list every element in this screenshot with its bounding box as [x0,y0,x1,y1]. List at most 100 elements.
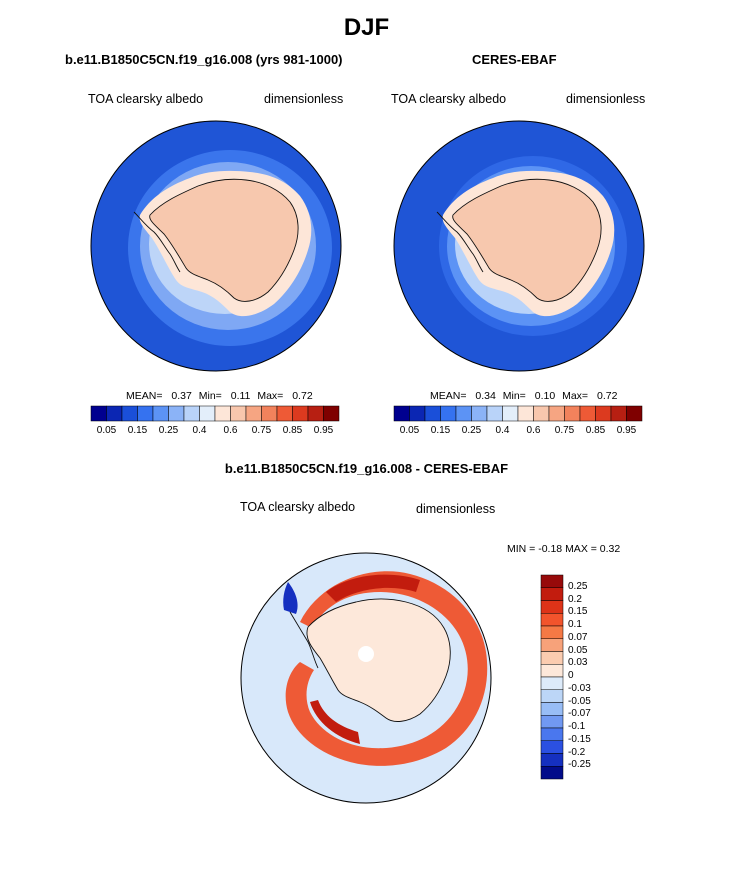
colorbar-tick-label: 0.15 [127,425,148,436]
map-boundary [240,552,492,804]
colorbar-tick-label: -0.15 [568,733,591,745]
colorbar-swatch [540,638,564,652]
colorbar-tick-label: -0.1 [568,721,586,732]
min-label: Min= [198,390,222,402]
antarctica-landmass [452,178,602,302]
mean-value: 0.34 [475,390,496,402]
colorbar-tick-label: 0.25 [158,425,179,436]
colorbar-tick-label: 0.15 [430,425,451,436]
strong-positive-anomaly [310,700,360,744]
left-albedo-colorbar [90,405,340,422]
colorbar-swatch [276,405,293,422]
colorbar-swatch [323,405,340,422]
colorbar-swatch [540,625,564,639]
colorbar-swatch [517,405,534,422]
colorbar-swatch [230,405,247,422]
colorbar-tick-label: 0.03 [568,657,588,669]
colorbar-swatch [540,676,564,690]
colorbar-tick-label: -0.03 [568,682,591,694]
colorbar-swatch [540,715,564,729]
map-boundary [393,120,645,372]
antarctica-landmass [149,178,299,302]
colorbar-tick-label: 0.75 [251,425,272,436]
right-variable-label: TOA clearsky albedo [391,92,507,106]
colorbar-tick-label: 0.25 [461,425,482,436]
colorbar-swatch [540,753,564,767]
min-value: 0.10 [534,390,556,402]
right-stats: MEAN= 0.34 Min= 0.10 Max= 0.72 [430,390,617,402]
colorbar-swatch [486,405,503,422]
colorbar-tick-label: 0.85 [585,425,606,436]
diff-panel-title: b.e11.B1850C5CN.f19_g16.008 - CERES-EBAF [224,461,509,476]
colorbar-swatch [564,405,581,422]
colorbar-swatch [409,405,426,422]
colorbar-tick-label: 0.05 [96,425,117,436]
diff-minmax: MIN = -0.18 MAX = 0.32 [507,543,621,555]
colorbar-tick-label: 0.4 [192,425,207,436]
map-boundary [90,120,342,372]
colorbar-tick-label: 0.1 [568,619,582,630]
mean-value: 0.37 [171,390,192,402]
diff-variable-label: TOA clearsky albedo [240,500,356,514]
colorbar-swatch [307,405,324,422]
colorbar-swatch [540,689,564,703]
colorbar-tick-label: -0.05 [568,695,591,707]
diff-colorbar-labels: 0.25 0.2 0.15 0.1 0.07 0.05 0.03 0 -0.03 -0.05 -0.… [568,575,628,779]
colorbar-swatch [540,664,564,678]
colorbar-swatch [455,405,472,422]
max-label: Max= [562,390,589,402]
colorbar-swatch [214,405,231,422]
colorbar-swatch [502,405,519,422]
left-variable-label: TOA clearsky albedo [88,92,204,106]
right-polar-map [393,120,645,372]
colorbar-swatch [137,405,154,422]
strong-positive-anomaly [326,574,420,602]
min-value: 0.11 [230,390,251,402]
colorbar-swatch [245,405,262,422]
colorbar-swatch [540,587,564,601]
max-value: 0.72 [292,390,313,402]
colorbar-swatch [106,405,123,422]
pole-hole [358,646,374,662]
antarctic-peninsula-coast [289,611,319,669]
colorbar-swatch [540,766,564,780]
colorbar-swatch [579,405,596,422]
colorbar-tick-label: -0.2 [568,746,586,758]
colorbar-swatch [152,405,169,422]
figure-title: DJF [343,14,390,41]
colorbar-swatch [393,405,410,422]
diff-units-label: dimensionless [416,502,496,516]
colorbar-swatch [471,405,488,422]
colorbar-swatch [183,405,200,422]
colorbar-swatch [626,405,643,422]
left-polar-map [90,120,342,372]
colorbar-swatch [199,405,216,422]
colorbar-swatch [610,405,627,422]
colorbar-tick-label: 0 [568,670,574,681]
colorbar-swatch [540,702,564,716]
right-albedo-colorbar [393,405,643,422]
left-stats: MEAN= 0.37 Min= 0.11 Max= 0.72 [126,390,313,402]
colorbar-swatch [540,651,564,665]
diff-colorbar [540,574,564,780]
colorbar-tick-label: 0.05 [399,425,420,436]
right-panel-title: CERES-EBAF [472,52,557,67]
right-units-label: dimensionless [566,92,646,106]
colorbar-tick-label: 0.85 [282,425,303,436]
left-units-label: dimensionless [264,92,344,106]
colorbar-swatch [540,600,564,614]
colorbar-tick-label: 0.07 [568,631,588,643]
colorbar-tick-label: 0.25 [568,580,588,592]
diff-polar-map [240,552,492,804]
mean-label: MEAN= [126,390,163,402]
colorbar-swatch [168,405,185,422]
colorbar-tick-label: 0.95 [616,425,637,436]
colorbar-swatch [292,405,309,422]
colorbar-tick-label: 0.6 [223,425,238,436]
colorbar-swatch [548,405,565,422]
colorbar-tick-label: 0.15 [568,606,588,618]
colorbar-swatch [90,405,107,422]
colorbar-swatch [595,405,612,422]
colorbar-swatch [424,405,441,422]
antarctic-peninsula-coast [133,211,181,273]
